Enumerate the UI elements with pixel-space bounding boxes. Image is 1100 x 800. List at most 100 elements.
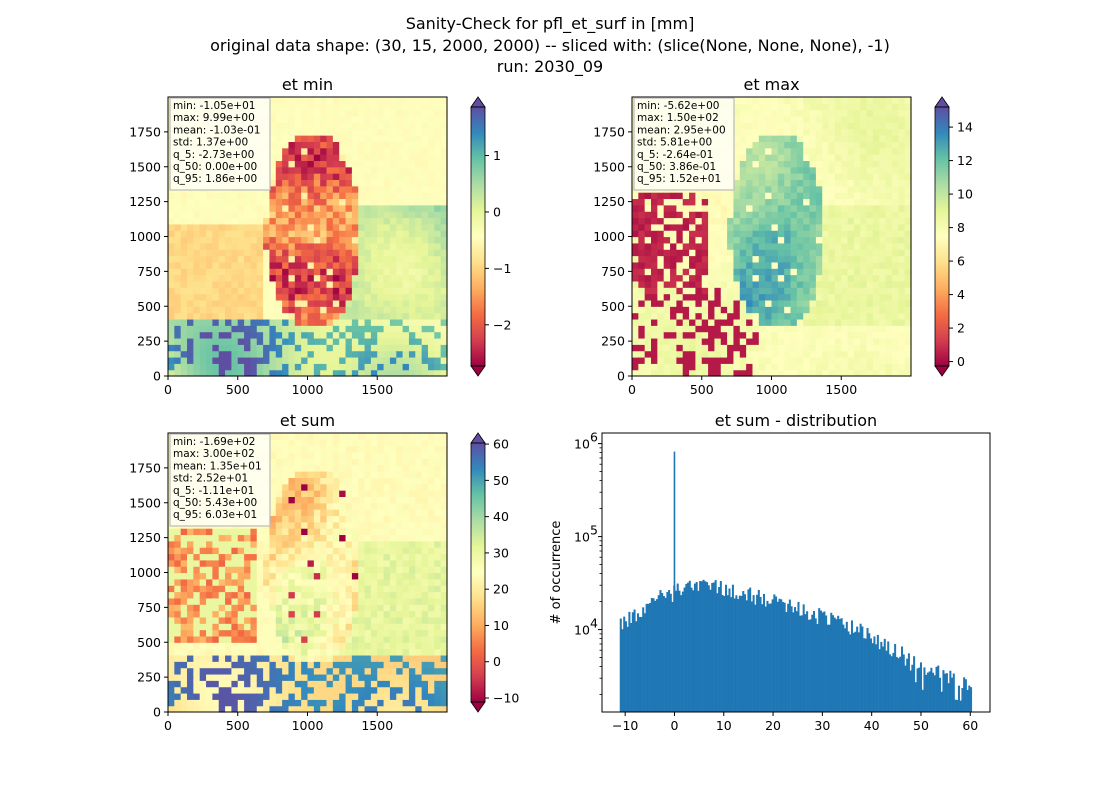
heatmap-cell <box>225 534 233 542</box>
heatmap-cell <box>638 236 646 244</box>
heatmap-cell <box>244 572 252 580</box>
heatmap-cell <box>872 306 880 314</box>
heatmap-cell <box>383 363 391 371</box>
heatmap-cell <box>408 230 416 238</box>
heatmap-cell <box>263 287 271 295</box>
heatmap-cell <box>263 616 271 624</box>
heatmap-cell <box>682 293 690 301</box>
heatmap-cell <box>206 236 213 244</box>
heatmap-cell <box>752 274 760 282</box>
heatmap-cell <box>212 325 220 333</box>
heatmap-cell <box>427 363 435 371</box>
heatmap-cell <box>701 204 709 212</box>
heatmap-cell <box>434 192 442 200</box>
heatmap-cell <box>250 667 258 675</box>
heatmap-cell <box>199 236 207 244</box>
heatmap-cell <box>440 179 448 187</box>
heatmap-cell <box>332 192 340 200</box>
heatmap-cell <box>415 116 423 123</box>
heatmap-cell <box>377 331 385 339</box>
heatmap-cell <box>282 147 290 155</box>
heatmap-cell <box>638 242 646 250</box>
heatmap-cell <box>644 306 652 314</box>
heatmap-cell <box>389 242 397 250</box>
heatmap-cell <box>358 344 366 352</box>
heatmap-cell <box>898 103 906 111</box>
heatmap-cell <box>758 312 766 320</box>
heatmap-cell <box>231 350 239 358</box>
heatmap-cell <box>841 141 849 149</box>
heatmap-cell <box>421 230 429 238</box>
heatmap-cell <box>872 141 880 149</box>
heatmap-cell <box>174 578 182 586</box>
heatmap-cell <box>860 306 868 314</box>
heatmap-cell <box>765 255 773 263</box>
heatmap-cell <box>746 154 754 162</box>
heatmap-cell <box>815 103 823 111</box>
heatmap-cell <box>746 122 754 130</box>
heatmap-cell <box>796 135 804 142</box>
heatmap-cell <box>765 217 773 225</box>
heatmap-cell <box>803 249 811 257</box>
heatmap-cell <box>250 623 258 631</box>
heatmap-cell <box>225 699 233 707</box>
heatmap-cell <box>320 198 328 206</box>
heatmap-cell <box>218 559 226 567</box>
heatmap-cell <box>796 122 804 130</box>
heatmap-cell <box>364 141 372 149</box>
heatmap-cell <box>199 280 207 288</box>
heatmap-cell <box>796 293 804 301</box>
heatmap-cell <box>307 192 315 200</box>
heatmap-cell <box>250 629 258 637</box>
heatmap-cell <box>199 312 207 320</box>
heatmap-cell <box>682 337 690 345</box>
heatmap-cell <box>326 356 334 364</box>
stats-line: mean: -1.03e-01 <box>173 124 260 136</box>
heatmap-cell <box>263 268 271 276</box>
heatmap-cell <box>796 261 804 269</box>
heatmap-cell <box>752 204 760 212</box>
heatmap-cell <box>174 629 182 637</box>
heatmap-cell <box>644 356 652 364</box>
heatmap-cell <box>313 122 321 130</box>
heatmap-cell <box>193 585 201 593</box>
heatmap-cell <box>638 287 646 295</box>
heatmap-cell <box>294 452 302 459</box>
heatmap-cell <box>180 217 188 225</box>
heatmap-cell <box>326 299 334 307</box>
heatmap-cell <box>841 109 849 117</box>
heatmap-cell <box>180 559 188 567</box>
heatmap-cell <box>714 223 722 231</box>
heatmap-cell <box>421 223 429 231</box>
heatmap-cell <box>872 116 880 123</box>
heatmap-cell <box>332 293 340 301</box>
heatmap-cell <box>320 312 328 320</box>
heatmap-cell <box>771 116 779 123</box>
heatmap-cell <box>790 179 798 187</box>
heatmap-cell <box>733 356 741 364</box>
heatmap-cell <box>244 236 252 244</box>
heatmap-cell <box>809 179 817 187</box>
heatmap-cell <box>364 236 372 244</box>
heatmap-cell <box>307 502 315 510</box>
heatmap-cell <box>168 350 175 358</box>
heatmap-cell <box>663 217 671 225</box>
heatmap-cell <box>828 128 836 136</box>
heatmap-cell <box>784 223 792 231</box>
heatmap-cell <box>714 268 722 276</box>
heatmap-cell <box>218 705 226 713</box>
heatmap-cell <box>282 509 290 517</box>
heatmap-cell <box>739 344 747 352</box>
heatmap-cell <box>263 642 271 650</box>
heatmap-cell <box>796 299 804 307</box>
heatmap-cell <box>250 604 258 612</box>
heatmap-cell <box>860 230 868 238</box>
heatmap-cell <box>758 261 766 269</box>
heatmap-cell <box>695 344 703 352</box>
heatmap-cell <box>727 350 735 358</box>
heatmap-cell <box>377 325 385 333</box>
heatmap-cell <box>282 534 290 542</box>
heatmap-cell <box>904 192 912 200</box>
heatmap-cell <box>651 325 658 333</box>
